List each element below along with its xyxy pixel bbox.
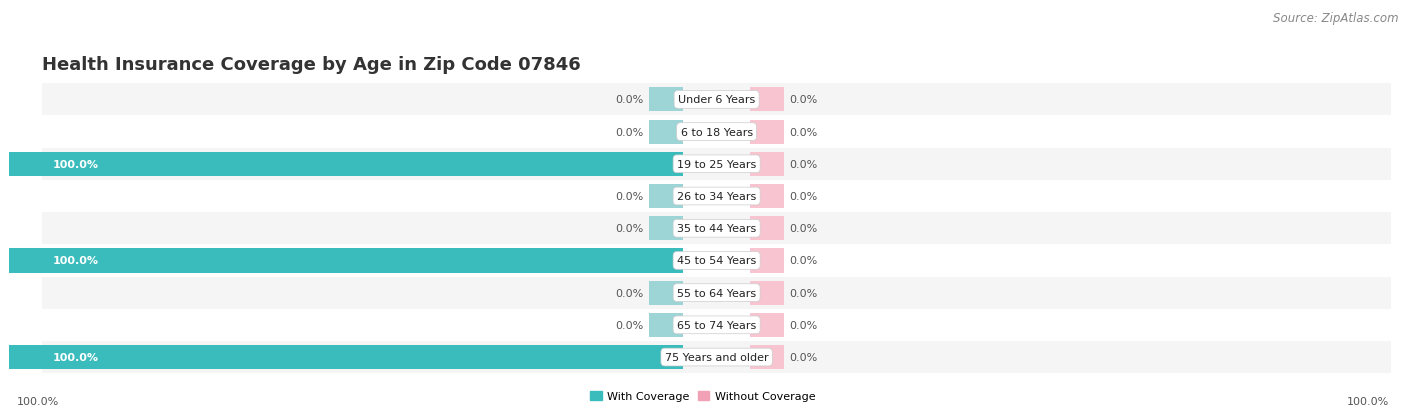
Bar [42, 148, 1391, 180]
Bar [8, 345, 683, 369]
Bar [751, 217, 785, 241]
Text: 45 to 54 Years: 45 to 54 Years [678, 256, 756, 266]
Bar [751, 345, 785, 369]
Text: 0.0%: 0.0% [616, 192, 644, 202]
Legend: With Coverage, Without Coverage: With Coverage, Without Coverage [586, 386, 820, 406]
Text: 0.0%: 0.0% [616, 288, 644, 298]
Text: 0.0%: 0.0% [616, 95, 644, 105]
Bar [751, 120, 785, 144]
Text: 0.0%: 0.0% [789, 127, 818, 137]
Text: 6 to 18 Years: 6 to 18 Years [681, 127, 752, 137]
Bar [650, 217, 683, 241]
Text: 0.0%: 0.0% [789, 288, 818, 298]
Text: 0.0%: 0.0% [789, 256, 818, 266]
Bar [42, 213, 1391, 245]
Text: 100.0%: 100.0% [52, 352, 98, 362]
Bar [751, 88, 785, 112]
Bar [8, 249, 683, 273]
Bar [42, 245, 1391, 277]
Text: Health Insurance Coverage by Age in Zip Code 07846: Health Insurance Coverage by Age in Zip … [42, 56, 581, 74]
Text: 0.0%: 0.0% [789, 224, 818, 234]
Text: 35 to 44 Years: 35 to 44 Years [678, 224, 756, 234]
Text: 19 to 25 Years: 19 to 25 Years [678, 159, 756, 169]
Text: 0.0%: 0.0% [616, 224, 644, 234]
Text: 65 to 74 Years: 65 to 74 Years [678, 320, 756, 330]
Text: 0.0%: 0.0% [616, 320, 644, 330]
Text: Under 6 Years: Under 6 Years [678, 95, 755, 105]
Bar [751, 249, 785, 273]
Bar [650, 313, 683, 337]
Text: 75 Years and older: 75 Years and older [665, 352, 769, 362]
Bar [650, 185, 683, 209]
Text: 0.0%: 0.0% [616, 127, 644, 137]
Text: 100.0%: 100.0% [52, 256, 98, 266]
Text: 100.0%: 100.0% [1347, 396, 1389, 406]
Bar [650, 281, 683, 305]
Text: 0.0%: 0.0% [789, 192, 818, 202]
Bar [751, 152, 785, 176]
Text: Source: ZipAtlas.com: Source: ZipAtlas.com [1274, 12, 1399, 25]
Bar [751, 313, 785, 337]
Text: 100.0%: 100.0% [17, 396, 59, 406]
Bar [8, 152, 683, 176]
Text: 0.0%: 0.0% [789, 320, 818, 330]
Text: 100.0%: 100.0% [52, 159, 98, 169]
Bar [650, 120, 683, 144]
Bar [751, 281, 785, 305]
Text: 0.0%: 0.0% [789, 352, 818, 362]
Bar [751, 185, 785, 209]
Bar [42, 309, 1391, 341]
Text: 0.0%: 0.0% [789, 95, 818, 105]
Bar [42, 341, 1391, 373]
Bar [42, 180, 1391, 213]
Text: 0.0%: 0.0% [789, 159, 818, 169]
Bar [650, 88, 683, 112]
Text: 26 to 34 Years: 26 to 34 Years [678, 192, 756, 202]
Bar [42, 277, 1391, 309]
Text: 55 to 64 Years: 55 to 64 Years [678, 288, 756, 298]
Bar [42, 116, 1391, 148]
Bar [42, 84, 1391, 116]
